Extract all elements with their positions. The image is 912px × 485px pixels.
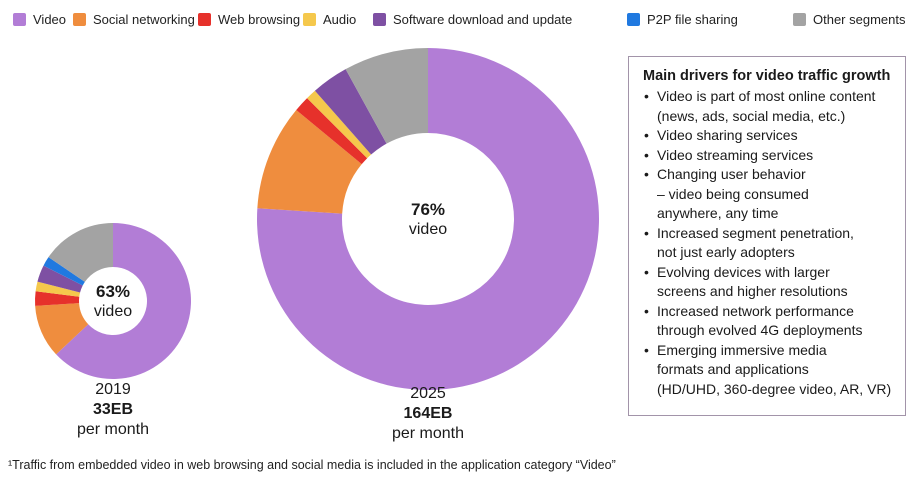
drivers-box: Main drivers for video traffic growth Vi… [628, 56, 906, 416]
donut-chart-2025 [257, 48, 600, 391]
footnote: ¹Traffic from embedded video in web brow… [8, 458, 616, 472]
donut-segment-other-segments [345, 48, 428, 144]
donut-segment-video [257, 48, 600, 391]
donut-segment-web-browsing [34, 291, 80, 306]
drivers-bullet: Increased segment penetration, not just … [641, 224, 899, 263]
caption-unit-2025: per month [391, 425, 465, 442]
chart-caption-2019: 2019 33EB per month [33, 380, 193, 440]
caption-total-2019: 33EB [92, 401, 134, 418]
drivers-bullet: Video streaming services [641, 146, 899, 166]
chart-caption-2025: 2025 164EB per month [348, 384, 508, 444]
legend-label: Software download and update [393, 11, 573, 27]
legend-label: Other segments [813, 11, 906, 27]
legend-label: P2P file sharing [647, 11, 738, 27]
legend-item-social-networking: Social networking [73, 10, 195, 28]
legend-swatch [793, 12, 806, 26]
legend-item-other-segments: Other segments [793, 10, 906, 28]
legend-label: Web browsing [218, 11, 301, 27]
legend-item-p2p-file-sharing: P2P file sharing [627, 10, 738, 28]
legend-swatch [13, 12, 26, 26]
donut-segment-web-browsing [296, 98, 368, 165]
legend-item-video: Video [13, 10, 66, 28]
drivers-bullet: Video is part of most online content (ne… [641, 87, 899, 126]
donut-segment-p2p-file-sharing [43, 257, 85, 286]
donut-chart-2019 [34, 223, 192, 379]
legend-item-web-browsing: Web browsing [198, 10, 300, 28]
donut-segment-software-download-and-update [37, 265, 83, 293]
legend-swatch [198, 12, 211, 26]
donut-segment-social-networking [35, 303, 89, 355]
donut-segment-audio [307, 90, 372, 159]
legend-item-audio: Audio [303, 10, 356, 28]
donut-segment-social-networking [257, 110, 362, 214]
legend-item-software-download: Software download and update [373, 10, 572, 28]
legend-swatch [73, 12, 86, 26]
donut-segment-audio [35, 281, 81, 297]
drivers-bullet: Changing user behavior – video being con… [641, 165, 899, 224]
legend-label: Audio [323, 11, 357, 27]
legend-swatch [627, 12, 640, 26]
drivers-bullet: Emerging immersive media formats and app… [641, 341, 899, 400]
legend-swatch [303, 12, 316, 26]
caption-year-2019: 2019 [95, 381, 131, 398]
caption-year-2025: 2025 [410, 385, 446, 402]
drivers-bullet: Evolving devices with larger screens and… [641, 263, 899, 302]
donut-segment-video [56, 223, 192, 379]
drivers-bullet: Video sharing services [641, 126, 899, 146]
legend-label: Social networking [93, 11, 195, 27]
donut-segment-other-segments [48, 223, 113, 282]
legend-swatch [373, 12, 386, 26]
drivers-bullet-list: Video is part of most online content (ne… [641, 87, 899, 399]
legend-label: Video [33, 11, 67, 27]
drivers-bullet: Increased network performance through ev… [641, 302, 899, 341]
caption-unit-2019: per month [76, 421, 150, 438]
donut-segment-software-download-and-update [314, 69, 387, 155]
drivers-box-title: Main drivers for video traffic growth [643, 68, 891, 84]
caption-total-2025: 164EB [403, 405, 453, 422]
